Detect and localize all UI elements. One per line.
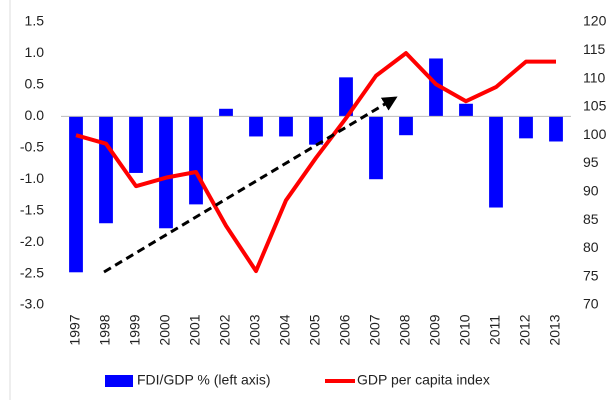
y2-tick-label: 120 xyxy=(583,13,607,29)
line xyxy=(75,51,556,274)
bar xyxy=(519,116,533,139)
x-tick-label: 2010 xyxy=(457,314,473,345)
x-tick-label: 1998 xyxy=(97,314,113,345)
bar xyxy=(159,116,173,229)
x-tick-label: 2008 xyxy=(397,314,413,345)
x-tick-label: 1997 xyxy=(67,314,83,345)
x-tick-label: 2007 xyxy=(367,314,383,345)
bar xyxy=(399,116,413,136)
trend-arrow xyxy=(103,96,398,274)
y-tick-label: -0.5 xyxy=(20,138,44,154)
y-tick-label: 1.5 xyxy=(25,13,45,29)
x-tick-label: 2013 xyxy=(547,314,563,345)
bar xyxy=(189,116,203,205)
bar xyxy=(549,116,563,142)
bar xyxy=(69,116,83,273)
y-tick-label: -1.0 xyxy=(20,170,44,186)
bar xyxy=(339,77,353,117)
y2-tick-label: 70 xyxy=(583,296,599,312)
x-tick-label: 2001 xyxy=(187,314,203,345)
bar xyxy=(99,116,113,224)
bar xyxy=(489,116,503,208)
x-tick-label: 2011 xyxy=(487,315,503,345)
y-tick-label: 1.0 xyxy=(25,44,45,60)
y2-tick-label: 75 xyxy=(583,267,599,283)
x-tick-label: 2009 xyxy=(427,314,443,345)
x-tick-label: 2004 xyxy=(277,314,293,345)
y-tick-label: -2.5 xyxy=(20,264,44,280)
legend-swatch xyxy=(105,375,133,387)
x-tick-label: 2012 xyxy=(517,314,533,345)
x-tick-label: 2002 xyxy=(217,314,233,345)
y2-tick-label: 95 xyxy=(583,154,599,170)
legend-label: FDI/GDP % (left axis) xyxy=(137,372,271,388)
bar xyxy=(309,116,323,145)
y2-tick-label: 115 xyxy=(583,41,606,57)
bar xyxy=(369,116,383,180)
bar xyxy=(249,116,263,137)
bar xyxy=(279,116,293,137)
y2-tick-label: 85 xyxy=(583,211,599,227)
bar xyxy=(459,103,473,117)
y2-tick-label: 90 xyxy=(583,183,599,199)
y-tick-label: -3.0 xyxy=(20,296,44,312)
x-tick-label: 1999 xyxy=(127,314,143,345)
bar xyxy=(129,116,143,173)
y-tick-label: 0.0 xyxy=(25,107,45,123)
bar xyxy=(429,58,443,117)
y-tick-label: -2.0 xyxy=(20,233,44,249)
x-tick-label: 2005 xyxy=(307,314,323,345)
y2-tick-label: 100 xyxy=(583,126,607,142)
y2-tick-label: 110 xyxy=(583,69,606,85)
x-tick-label: 2003 xyxy=(247,314,263,345)
y-tick-label: -1.5 xyxy=(20,201,44,217)
y-tick-label: 0.5 xyxy=(25,76,45,92)
bar xyxy=(219,108,233,117)
y2-tick-label: 105 xyxy=(583,98,607,114)
x-tick-label: 2000 xyxy=(157,314,173,345)
y2-tick-label: 80 xyxy=(583,239,599,255)
x-tick-label: 2006 xyxy=(337,314,353,345)
legend-label: GDP per capita index xyxy=(357,372,490,388)
